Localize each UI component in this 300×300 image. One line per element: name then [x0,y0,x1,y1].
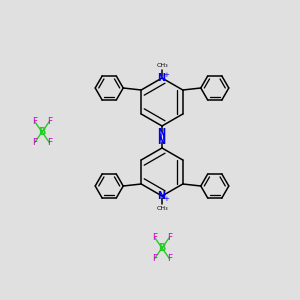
Text: F: F [47,117,52,126]
Text: N: N [157,73,165,83]
Text: N: N [157,136,165,146]
Text: N: N [157,191,165,201]
Text: N: N [157,128,165,139]
Text: B: B [158,243,166,253]
Text: F: F [167,233,172,242]
Text: F: F [152,233,157,242]
Text: CH₃: CH₃ [156,206,168,211]
Text: F: F [47,138,52,147]
Text: F: F [32,117,37,126]
Text: F: F [152,254,157,263]
Text: F: F [32,138,37,147]
Text: +: + [163,72,169,78]
Text: F: F [167,254,172,263]
Text: CH₃: CH₃ [156,63,168,68]
Text: +: + [163,196,169,202]
Text: B: B [38,127,46,137]
